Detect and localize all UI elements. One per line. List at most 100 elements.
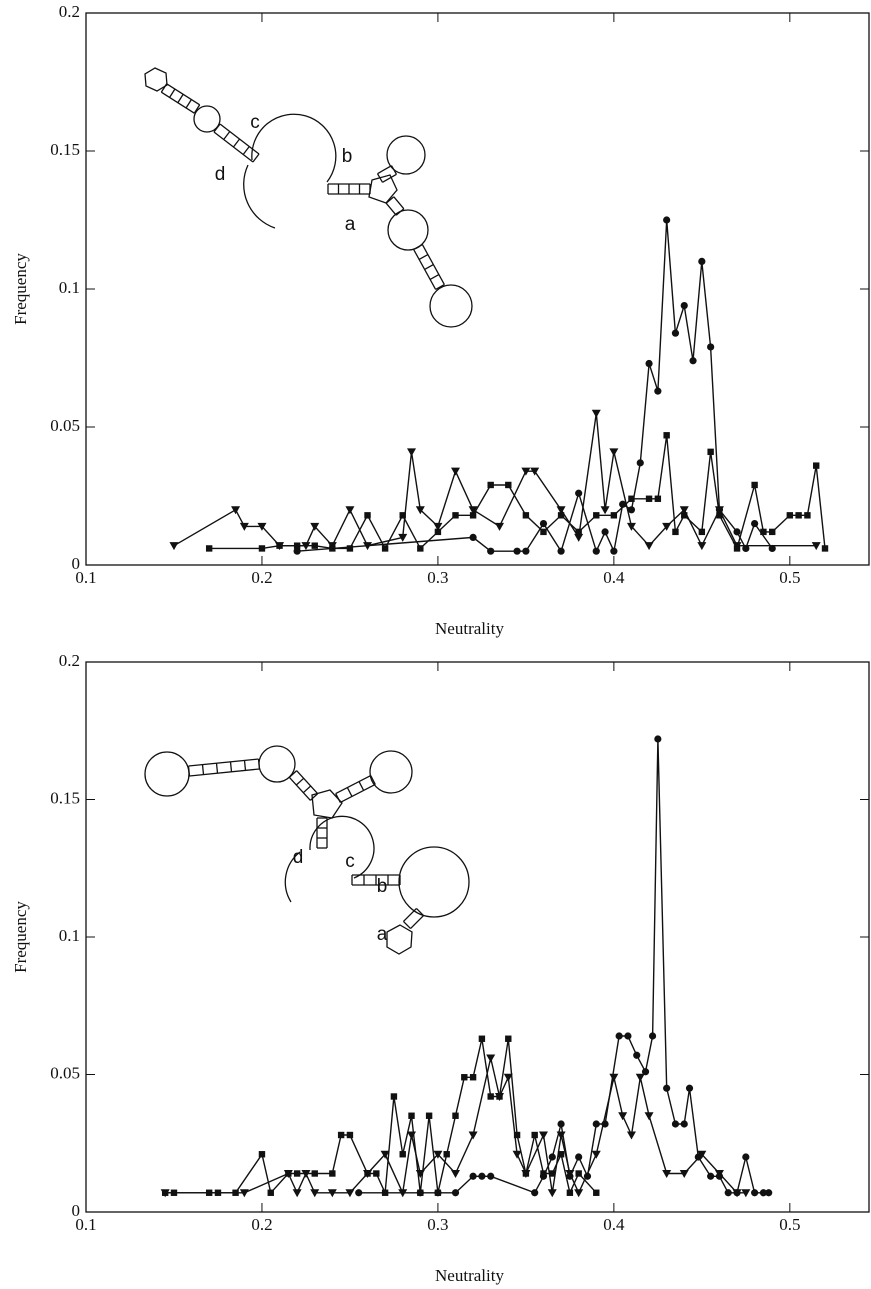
structure-label: a [377, 924, 388, 945]
marker-triangle [538, 1131, 548, 1140]
stem-strand [296, 770, 319, 795]
marker-square [381, 1189, 389, 1196]
internal-loop [387, 209, 429, 251]
marker-circle [641, 1068, 650, 1076]
y-tick-label: 0.15 [50, 788, 80, 807]
marker-circle [557, 547, 565, 555]
y-tick-label: 0.05 [50, 416, 80, 435]
marker-circle [478, 1172, 486, 1180]
base-pair [185, 99, 192, 109]
y-tick-label: 0.05 [50, 1063, 80, 1082]
x-tick-label: 0.1 [75, 568, 96, 587]
base-pair [403, 921, 411, 929]
stem-strand [288, 776, 311, 801]
marker-circle [557, 1120, 565, 1128]
marker-circle [522, 547, 530, 555]
marker-square [513, 1131, 521, 1139]
marker-circle [487, 1172, 495, 1180]
x-tick-label: 0.5 [779, 1215, 800, 1234]
marker-triangle [301, 542, 311, 551]
marker-triangle [451, 467, 461, 476]
structure-label: c [250, 112, 260, 133]
marker-square [760, 528, 767, 536]
x-tick-label: 0.3 [427, 1215, 448, 1234]
marker-triangle [415, 506, 425, 515]
marker-triangle [433, 1150, 443, 1159]
structure-label: a [345, 214, 356, 235]
marker-square [487, 481, 494, 489]
marker-square [769, 528, 776, 536]
base-pair [358, 781, 365, 791]
x-tick-label: 0.5 [779, 568, 800, 587]
x-tick-label: 0.4 [603, 1215, 625, 1234]
marker-triangle [556, 506, 566, 515]
marker-circle [469, 533, 477, 542]
marker-triangle [169, 542, 179, 551]
series-line [173, 413, 817, 548]
marker-square [575, 528, 582, 536]
marker-triangle [521, 467, 531, 476]
y-tick-label: 0.1 [59, 926, 80, 945]
marker-triangle [257, 522, 267, 531]
base-pair [257, 758, 261, 770]
marker-triangle [160, 1189, 170, 1198]
marker-triangle [380, 1150, 390, 1159]
marker-circle [592, 1120, 600, 1128]
base-pair [429, 274, 440, 280]
base-pair [335, 793, 341, 803]
rna-structure-top [144, 67, 473, 328]
base-pair [201, 764, 205, 775]
marker-triangle [556, 1131, 566, 1140]
marker-square [417, 545, 424, 552]
hairpin-loop [144, 67, 168, 92]
marker-circle [680, 1120, 688, 1128]
marker-triangle [275, 542, 285, 551]
marker-square [549, 1170, 556, 1177]
y-axis-label: Frequency [11, 901, 30, 973]
marker-square [452, 1112, 459, 1119]
marker-square [258, 545, 266, 552]
marker-circle [487, 547, 495, 555]
marker-square [540, 528, 547, 536]
tail [243, 164, 276, 229]
hairpin-loop [398, 846, 470, 918]
marker-square [469, 512, 477, 519]
marker-circle [624, 1032, 632, 1040]
hairpin-loop [369, 750, 413, 794]
y-tick-label: 0.1 [59, 278, 80, 297]
stem-strand [189, 768, 260, 777]
marker-square [557, 512, 565, 519]
marker-square [399, 512, 406, 519]
marker-circle [654, 735, 662, 743]
marker-circle [601, 528, 609, 536]
marker-square [813, 462, 820, 469]
marker-triangle [231, 506, 241, 515]
marker-square [786, 512, 794, 519]
marker-triangle [292, 1189, 302, 1198]
base-pair [232, 138, 241, 148]
marker-square [505, 481, 512, 489]
marker-square [716, 512, 723, 519]
stem-strand [188, 758, 259, 767]
marker-circle [451, 1189, 460, 1197]
marker-triangle [679, 506, 689, 515]
base-pair [160, 83, 168, 93]
marker-circle [698, 257, 706, 265]
x-tick-label: 0.3 [427, 568, 448, 587]
base-pair [424, 264, 434, 270]
base-pair [242, 146, 250, 155]
marker-square [293, 1170, 301, 1177]
marker-triangle [662, 1170, 672, 1178]
marker-triangle [283, 1170, 293, 1178]
marker-circle [539, 520, 548, 528]
marker-circle [663, 216, 671, 224]
marker-triangle [530, 467, 540, 476]
base-pair [288, 770, 298, 778]
marker-triangle [494, 1093, 504, 1101]
marker-triangle [591, 409, 601, 418]
marker-square [654, 495, 662, 502]
marker-triangle [521, 1170, 531, 1178]
series-line [209, 435, 826, 551]
x-tick-label: 0.1 [75, 1215, 96, 1234]
structure-label: d [293, 847, 304, 868]
